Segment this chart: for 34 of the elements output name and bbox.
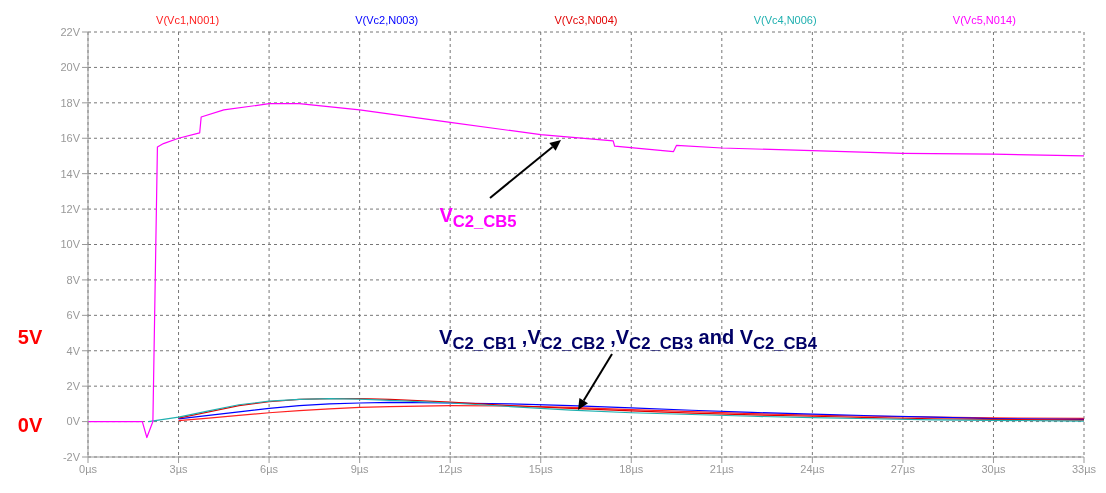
text: 5V [17, 326, 43, 348]
text: V(Vc2,N003) [355, 14, 419, 26]
x-tick-label: 21µs [709, 462, 735, 475]
x-tick-label: 15µs [528, 462, 554, 475]
x-tick-label: 18µs [619, 462, 644, 475]
y-tick-label: 4V [66, 344, 81, 357]
y-tick-label: 6V [66, 309, 81, 322]
x-tick-label: 6µs [260, 462, 279, 475]
text: V(Vc4,N006) [753, 14, 817, 26]
y-tick-label: 18V [60, 96, 81, 109]
annotation: V$_{C2_CB1}$ ,V$_{C2_CB2}$ ,V$_{C2_CB3}$ and V$_{C2_CB4}$ [438, 326, 818, 354]
x-tick-label: 12µs [438, 462, 463, 475]
y-tick-label: 20V [60, 61, 81, 74]
text: V(Vc5,N014) [952, 14, 1016, 26]
y-tick-label: 10V [60, 238, 81, 251]
y-tick-label: 0V [66, 415, 81, 428]
y-tick-label: 16V [60, 132, 81, 145]
text: 0V [17, 414, 43, 436]
annotation: V$_{C2_CB5}$ [438, 204, 518, 232]
x-tick-label: 27µs [890, 462, 916, 475]
x-tick-label: 0µs [79, 462, 98, 475]
y-tick-label: 12V [60, 202, 81, 215]
y-tick-label: 2V [66, 380, 81, 393]
text: V(Vc3,N004) [554, 14, 618, 26]
x-tick-label: 9µs [350, 462, 370, 475]
y-tick-label: -2V [62, 450, 81, 463]
x-tick-label: 3µs [169, 462, 189, 475]
y-tick-label: 14V [60, 167, 81, 180]
text: V(Vc1,N001) [156, 14, 220, 26]
x-tick-label: 30µs [981, 462, 1006, 475]
y-tick-label: 8V [66, 273, 81, 286]
x-tick-label: 33µs [1071, 462, 1097, 475]
x-tick-label: 24µs [800, 462, 825, 475]
y-tick-label: 22V [60, 25, 81, 38]
